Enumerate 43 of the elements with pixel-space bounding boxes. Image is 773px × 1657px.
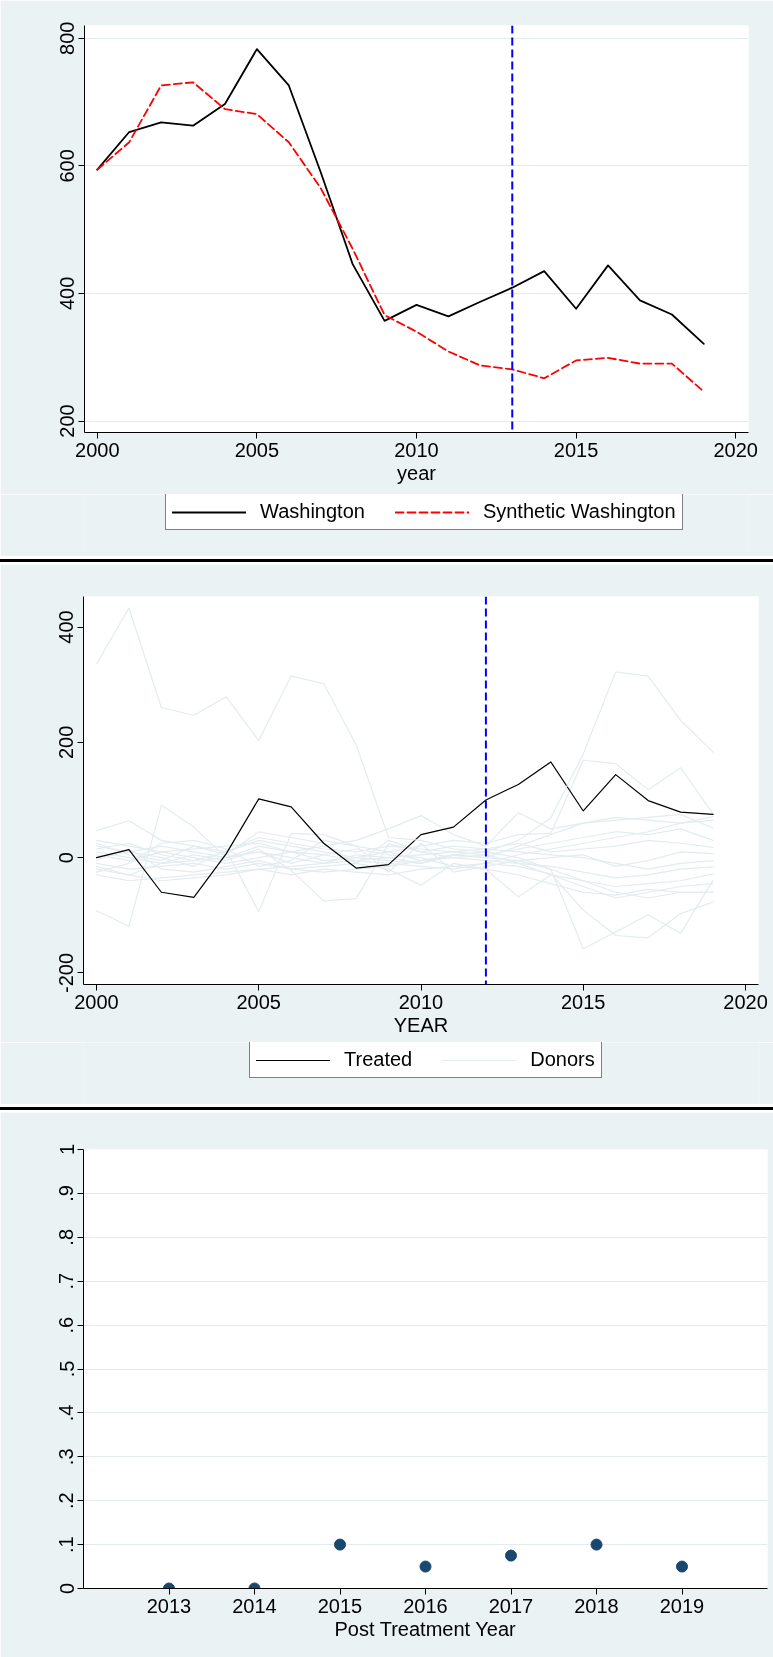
x-tick-label: 2018 [574,1594,619,1617]
y-tick-label: .3 [55,1448,78,1466]
x-tick-label: 2010 [398,990,444,1013]
x-axis-title: YEAR [393,1013,449,1036]
y-tick-label: 600 [56,149,79,183]
x-tick-label: 2014 [232,1594,277,1617]
legend-label: Synthetic Washington [482,500,676,523]
legend-label: Washington [260,500,365,523]
y-tick-label: 0 [55,1582,78,1595]
x-tick-label: 2015 [553,438,599,461]
x-tick-label: 2000 [74,990,119,1013]
y-tick-label: .8 [55,1228,78,1246]
x-tick-label: 2010 [394,438,439,461]
y-tick-label: 200 [55,725,78,760]
y-tick-label: .5 [55,1360,78,1378]
y-tick-label: .9 [55,1185,78,1202]
x-tick-label: 2005 [234,438,280,461]
y-tick-label: .2 [55,1492,78,1510]
y-tick-label: 1 [55,1143,78,1156]
y-tick-label: 400 [56,276,79,311]
y-tick-label: .1 [55,1536,78,1553]
x-axis-title: year [397,461,437,484]
x-tick-label: 2020 [713,438,758,461]
y-tick-label: .4 [55,1404,78,1422]
x-tick-label: 2013 [146,1594,192,1617]
x-tick-label: 2019 [659,1594,705,1617]
x-tick-label: 2000 [75,438,120,461]
x-tick-label: 2005 [236,990,281,1013]
x-tick-label: 2017 [488,1594,534,1617]
y-tick-label: -200 [55,952,78,993]
x-tick-label: 2015 [561,990,606,1013]
y-tick-label: 0 [55,852,78,864]
x-tick-label: 2016 [403,1594,448,1617]
y-tick-label: .7 [55,1272,78,1290]
y-tick-label: 800 [56,21,79,55]
legend-label: Donors [530,1048,595,1071]
x-tick-label: 2020 [723,990,768,1013]
y-tick-label: 200 [56,404,79,438]
x-tick-label: 2015 [317,1594,363,1617]
y-tick-label: .6 [55,1316,78,1334]
y-tick-label: 400 [55,610,78,644]
x-axis-title: Post Treatment Year [334,1617,517,1640]
legend-label: Treated [344,1048,413,1071]
